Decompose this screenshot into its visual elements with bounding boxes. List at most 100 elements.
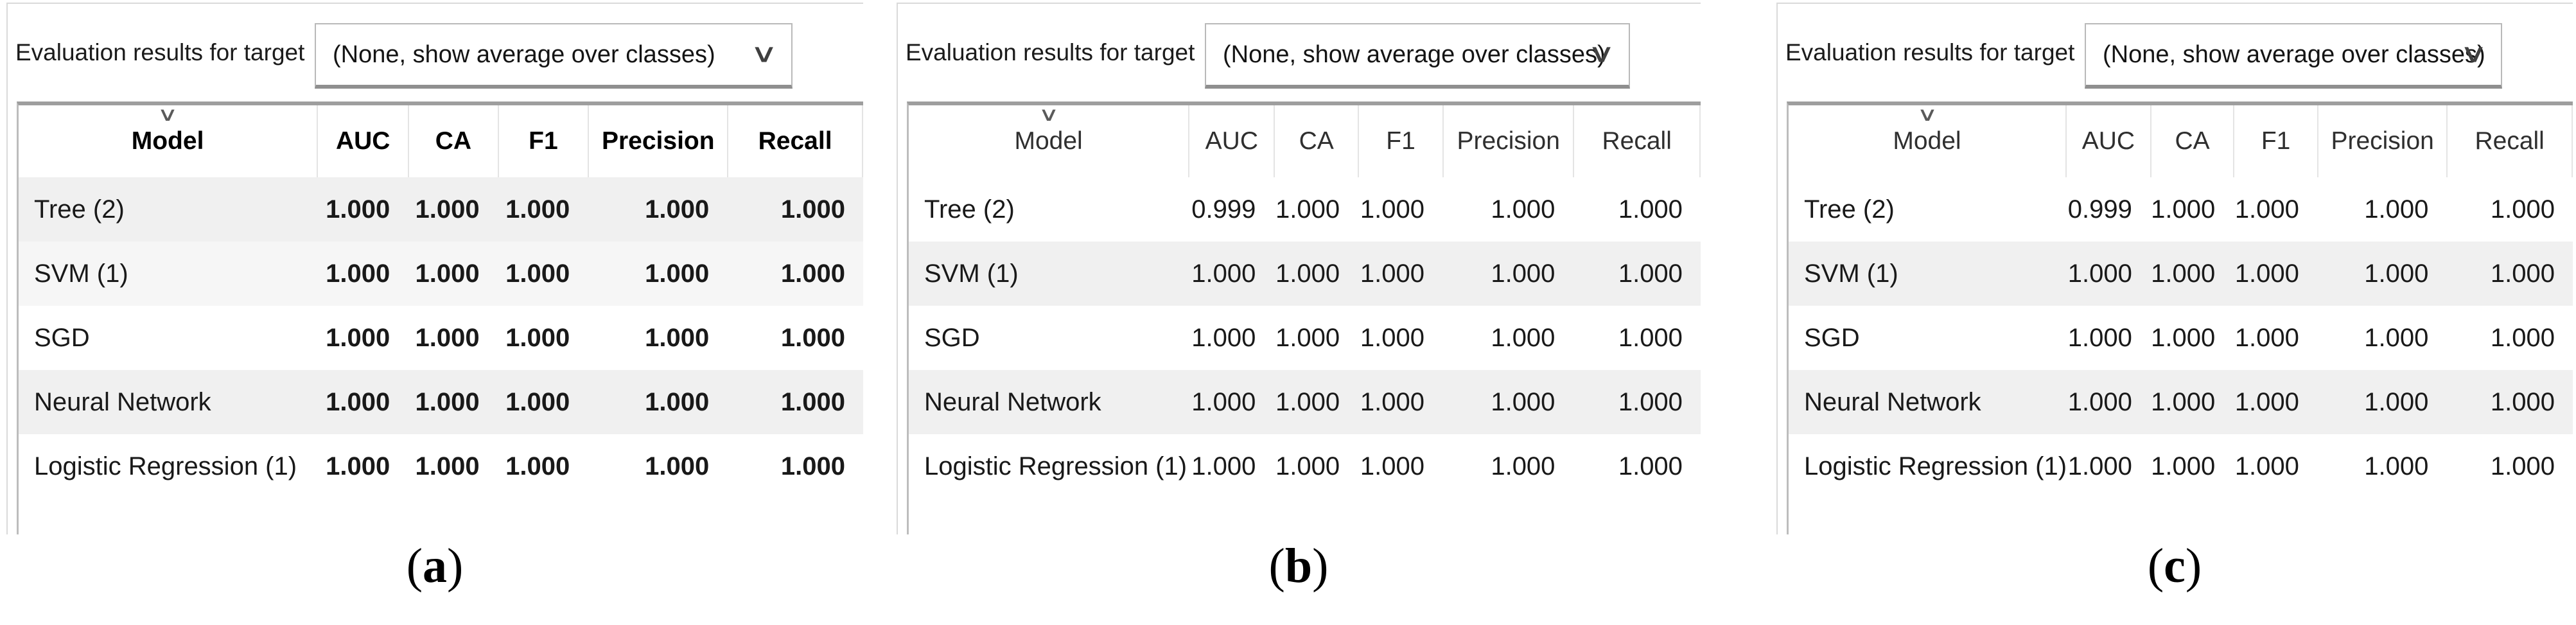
column-header-auc[interactable]: AUC bbox=[2065, 105, 2150, 177]
chevron-down-icon: ∨ bbox=[1587, 39, 1616, 68]
precision-cell: 1.000 bbox=[2364, 452, 2429, 480]
precision-cell: 1.000 bbox=[1491, 259, 1555, 288]
target-dropdown-value: (None, show average over classes) bbox=[1223, 40, 1606, 68]
model-cell: SGD bbox=[1804, 323, 1860, 352]
auc-cell: 1.000 bbox=[2067, 259, 2132, 288]
f1-cell: 1.000 bbox=[1360, 195, 1424, 224]
chevron-down-icon: ∨ bbox=[749, 39, 778, 68]
target-label: Evaluation results for target bbox=[906, 39, 1195, 66]
results-table: ∨ Model AUC CA F1 Precision Recall Tree … bbox=[1787, 101, 2573, 534]
table-row[interactable]: SGD 1.000 1.000 1.000 1.000 1.000 bbox=[19, 306, 863, 370]
recall-cell: 1.000 bbox=[1618, 323, 1683, 352]
caption-paren: ( bbox=[2147, 539, 2164, 593]
column-header-model[interactable]: Model bbox=[131, 127, 204, 155]
auc-cell: 1.000 bbox=[326, 323, 390, 352]
auc-cell: 1.000 bbox=[326, 259, 390, 288]
f1-cell: 1.000 bbox=[1360, 259, 1424, 288]
auc-cell: 1.000 bbox=[2067, 323, 2132, 352]
table-row[interactable]: SGD 1.000 1.000 1.000 1.000 1.000 bbox=[909, 306, 1701, 370]
caption-letter: c bbox=[2164, 539, 2186, 593]
column-header-f1[interactable]: F1 bbox=[2233, 105, 2317, 177]
f1-cell: 1.000 bbox=[505, 452, 570, 480]
ca-cell: 1.000 bbox=[2151, 323, 2216, 352]
column-header-ca[interactable]: CA bbox=[2150, 105, 2233, 177]
results-table: ∨ Model AUC CA F1 Precision Recall Tree … bbox=[907, 101, 1701, 534]
column-header-precision[interactable]: Precision bbox=[588, 105, 727, 177]
column-header-precision[interactable]: Precision bbox=[2317, 105, 2446, 177]
f1-cell: 1.000 bbox=[1360, 387, 1424, 416]
ca-cell: 1.000 bbox=[415, 452, 480, 480]
target-dropdown[interactable]: (None, show average over classes) ∨ bbox=[315, 23, 793, 89]
panel-b: Evaluation results for target (None, sho… bbox=[897, 3, 1701, 534]
recall-cell: 1.000 bbox=[2490, 195, 2555, 224]
table-row[interactable]: Tree (2) 1.000 1.000 1.000 1.000 1.000 bbox=[19, 177, 863, 242]
precision-cell: 1.000 bbox=[2364, 259, 2429, 288]
column-header-f1[interactable]: F1 bbox=[497, 105, 588, 177]
table-row[interactable]: Logistic Regression (1) 1.000 1.000 1.00… bbox=[19, 434, 863, 498]
column-header-f1[interactable]: F1 bbox=[1358, 105, 1442, 177]
toolbar: Evaluation results for target (None, sho… bbox=[8, 4, 863, 101]
f1-cell: 1.000 bbox=[2234, 323, 2299, 352]
model-cell: SVM (1) bbox=[924, 259, 1019, 288]
model-cell: Tree (2) bbox=[924, 195, 1015, 224]
column-header-recall[interactable]: Recall bbox=[2446, 105, 2573, 177]
table-row[interactable]: Tree (2) 0.999 1.000 1.000 1.000 1.000 bbox=[909, 177, 1701, 242]
caption-paren: ) bbox=[2185, 539, 2202, 593]
model-cell: Logistic Regression (1) bbox=[1804, 452, 2065, 480]
caption-paren: ) bbox=[1312, 539, 1329, 593]
table-row[interactable]: SVM (1) 1.000 1.000 1.000 1.000 1.000 bbox=[19, 242, 863, 306]
table-row[interactable]: SVM (1) 1.000 1.000 1.000 1.000 1.000 bbox=[909, 242, 1701, 306]
precision-cell: 1.000 bbox=[2364, 387, 2429, 416]
model-cell: SVM (1) bbox=[1804, 259, 1898, 288]
column-header-auc[interactable]: AUC bbox=[317, 105, 408, 177]
model-cell: SGD bbox=[34, 323, 90, 352]
precision-cell: 1.000 bbox=[645, 452, 710, 480]
column-header-model[interactable]: Model bbox=[1014, 127, 1083, 155]
table-row[interactable]: Neural Network 1.000 1.000 1.000 1.000 1… bbox=[19, 370, 863, 434]
caption-paren: ( bbox=[1268, 539, 1285, 593]
recall-cell: 1.000 bbox=[780, 452, 845, 480]
recall-cell: 1.000 bbox=[2490, 323, 2555, 352]
recall-cell: 1.000 bbox=[780, 387, 845, 416]
table-row[interactable]: Neural Network 1.000 1.000 1.000 1.000 1… bbox=[909, 370, 1701, 434]
target-dropdown[interactable]: (None, show average over classes) ∨ bbox=[1205, 23, 1630, 89]
table-header: ∨ Model AUC CA F1 Precision Recall bbox=[1789, 105, 2573, 177]
table-row[interactable]: Tree (2) 0.999 1.000 1.000 1.000 1.000 bbox=[1789, 177, 2573, 242]
model-cell: Neural Network bbox=[1804, 387, 1981, 416]
table-row[interactable]: Logistic Regression (1) 1.000 1.000 1.00… bbox=[909, 434, 1701, 498]
f1-cell: 1.000 bbox=[505, 323, 570, 352]
precision-cell: 1.000 bbox=[645, 259, 710, 288]
column-header-auc[interactable]: AUC bbox=[1188, 105, 1274, 177]
table-row[interactable]: Neural Network 1.000 1.000 1.000 1.000 1… bbox=[1789, 370, 2573, 434]
target-dropdown[interactable]: (None, show average over classes) ∨ bbox=[2085, 23, 2502, 89]
auc-cell: 1.000 bbox=[1191, 387, 1256, 416]
f1-cell: 1.000 bbox=[2234, 195, 2299, 224]
column-header-precision[interactable]: Precision bbox=[1442, 105, 1573, 177]
column-header-ca[interactable]: CA bbox=[408, 105, 497, 177]
auc-cell: 1.000 bbox=[2067, 452, 2132, 480]
f1-cell: 1.000 bbox=[505, 195, 570, 224]
table-row[interactable]: SGD 1.000 1.000 1.000 1.000 1.000 bbox=[1789, 306, 2573, 370]
column-header-recall[interactable]: Recall bbox=[1573, 105, 1701, 177]
auc-cell: 1.000 bbox=[1191, 259, 1256, 288]
panel-caption: (a) bbox=[6, 537, 863, 595]
recall-cell: 1.000 bbox=[1618, 387, 1683, 416]
recall-cell: 1.000 bbox=[780, 259, 845, 288]
ca-cell: 1.000 bbox=[415, 195, 480, 224]
ca-cell: 1.000 bbox=[415, 387, 480, 416]
caption-paren: ) bbox=[447, 539, 464, 593]
precision-cell: 1.000 bbox=[2364, 323, 2429, 352]
precision-cell: 1.000 bbox=[1491, 195, 1555, 224]
table-row[interactable]: Logistic Regression (1) 1.000 1.000 1.00… bbox=[1789, 434, 2573, 498]
sort-indicator-icon: ∨ bbox=[1916, 104, 1938, 125]
precision-cell: 1.000 bbox=[1491, 387, 1555, 416]
ca-cell: 1.000 bbox=[2151, 195, 2216, 224]
column-header-recall[interactable]: Recall bbox=[727, 105, 863, 177]
ca-cell: 1.000 bbox=[2151, 452, 2216, 480]
column-header-ca[interactable]: CA bbox=[1274, 105, 1358, 177]
column-header-model[interactable]: Model bbox=[1893, 127, 1961, 155]
auc-cell: 1.000 bbox=[2067, 387, 2132, 416]
precision-cell: 1.000 bbox=[1491, 452, 1555, 480]
table-row[interactable]: SVM (1) 1.000 1.000 1.000 1.000 1.000 bbox=[1789, 242, 2573, 306]
recall-cell: 1.000 bbox=[1618, 195, 1683, 224]
